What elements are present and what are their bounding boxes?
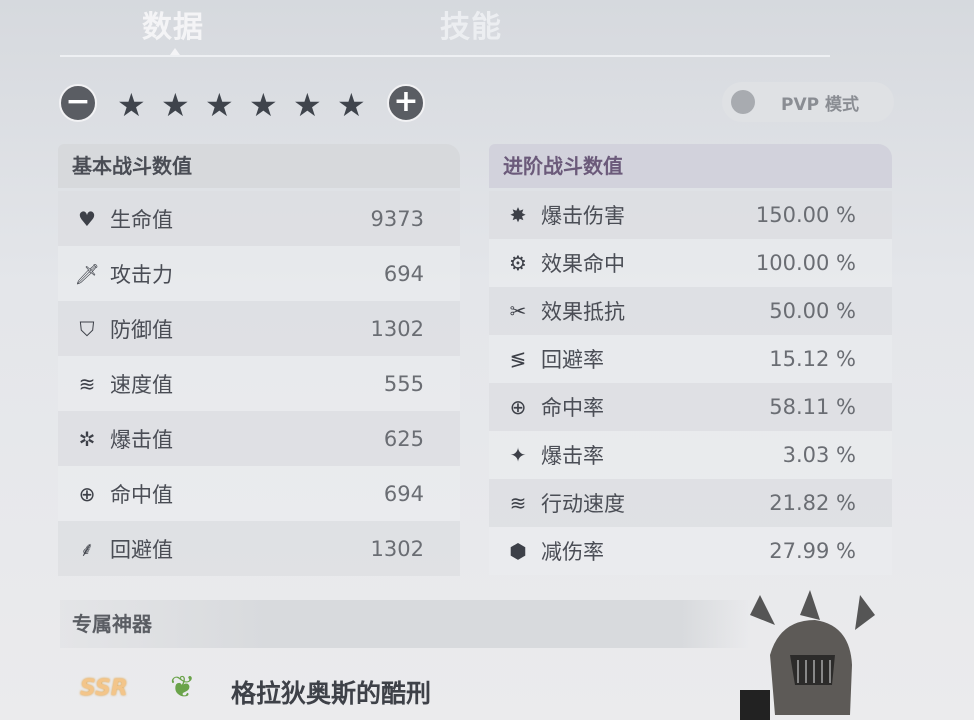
stat-label: 回避率 xyxy=(541,348,604,372)
damage-reduction-icon: ⬢ xyxy=(509,539,527,563)
star-icon[interactable]: ★ xyxy=(117,86,146,124)
stat-value: 21.82 % xyxy=(769,491,856,515)
stat-value: 1302 xyxy=(370,316,424,341)
stat-label: 速度值 xyxy=(110,372,173,397)
speed-icon: ≋ xyxy=(78,371,96,396)
stat-row: 🗡 攻击力 694 xyxy=(58,246,460,301)
stat-label: 效果抵抗 xyxy=(541,300,625,324)
star-icon[interactable]: ★ xyxy=(249,86,278,124)
stat-label: 命中率 xyxy=(541,396,604,420)
sword-icon: 🗡 xyxy=(74,261,100,286)
stat-row: ✸ 爆击伤害 150.00 % xyxy=(489,191,892,239)
stat-row: ⊕ 命中率 58.11 % xyxy=(489,383,892,431)
artifact-section-title: 专属神器 xyxy=(60,600,750,648)
speed-icon: ≋ xyxy=(509,491,527,515)
stat-value: 555 xyxy=(383,371,424,396)
stat-value: 150.00 % xyxy=(755,203,856,227)
tab-skills[interactable]: 技能 xyxy=(440,10,502,45)
stat-row: ≋ 速度值 555 xyxy=(58,356,460,411)
stat-value: 694 xyxy=(383,261,424,286)
tab-data[interactable]: 数据 xyxy=(142,10,204,45)
gear-icon: ⚙ xyxy=(509,251,527,275)
stat-row: ⚙ 效果命中 100.00 % xyxy=(489,239,892,287)
leaf-element-icon: ❦ xyxy=(170,670,196,705)
stat-label: 防御值 xyxy=(110,317,173,342)
star-icon[interactable]: ★ xyxy=(205,86,234,124)
stat-row: ⸙ 回避值 1302 xyxy=(58,521,460,576)
crit-damage-icon: ✸ xyxy=(509,203,527,227)
basic-stats-header: 基本战斗数值 xyxy=(58,144,460,188)
stat-row: ⛉ 防御值 1302 xyxy=(58,301,460,356)
crit-icon: ✲ xyxy=(78,426,96,451)
crosshair-icon: ⊕ xyxy=(78,481,96,506)
stat-row: ⊕ 命中值 694 xyxy=(58,466,460,521)
stat-row: ✲ 爆击值 625 xyxy=(58,411,460,466)
stat-value: 9373 xyxy=(370,206,424,231)
stat-label: 爆击率 xyxy=(541,444,604,468)
stat-row: ⬢ 减伤率 27.99 % xyxy=(489,527,892,575)
resist-icon: ✂ xyxy=(509,299,527,323)
stat-label: 效果命中 xyxy=(541,252,625,276)
toggle-knob xyxy=(731,90,755,114)
stat-value: 50.00 % xyxy=(769,299,856,323)
stat-value: 1302 xyxy=(370,536,424,561)
star-icon[interactable]: ★ xyxy=(337,86,366,124)
stat-label: 回避值 xyxy=(110,537,173,562)
stat-value: 694 xyxy=(383,481,424,506)
stat-value: 625 xyxy=(383,426,424,451)
stat-value: 27.99 % xyxy=(769,539,856,563)
stat-label: 减伤率 xyxy=(541,540,604,564)
artifact-helmet-image xyxy=(740,590,875,720)
stat-label: 生命值 xyxy=(110,207,173,232)
tab-divider xyxy=(60,55,830,57)
star-icon[interactable]: ★ xyxy=(161,86,190,124)
star-icon[interactable]: ★ xyxy=(293,86,322,124)
stat-value: 58.11 % xyxy=(769,395,856,419)
stat-value: 3.03 % xyxy=(782,443,856,467)
tab-active-indicator xyxy=(170,48,180,55)
minus-button[interactable]: − xyxy=(59,84,97,122)
stat-value: 100.00 % xyxy=(755,251,856,275)
heart-icon: ♥ xyxy=(78,206,96,231)
stat-label: 攻击力 xyxy=(110,262,173,287)
evade-icon: ≶ xyxy=(509,347,527,371)
artifact-name[interactable]: 格拉狄奥斯的酷刑 xyxy=(231,679,432,708)
stat-label: 爆击伤害 xyxy=(541,204,625,228)
shield-icon: ⛉ xyxy=(79,316,95,341)
advanced-stats-header: 进阶战斗数值 xyxy=(489,144,892,188)
stat-row: ≶ 回避率 15.12 % xyxy=(489,335,892,383)
stat-row: ✂ 效果抵抗 50.00 % xyxy=(489,287,892,335)
stat-row: ≋ 行动速度 21.82 % xyxy=(489,479,892,527)
stat-label: 命中值 xyxy=(110,482,173,507)
stat-label: 行动速度 xyxy=(541,492,625,516)
stat-row: ♥ 生命值 9373 xyxy=(58,191,460,246)
pvp-mode-toggle[interactable]: PVP 模式 xyxy=(722,82,894,122)
stat-row: ✦ 爆击率 3.03 % xyxy=(489,431,892,479)
stat-label: 爆击值 xyxy=(110,427,173,452)
rarity-badge: SSR xyxy=(80,676,128,701)
feather-icon: ⸙ xyxy=(79,537,95,561)
sparkle-icon: ✦ xyxy=(509,443,527,467)
plus-button[interactable]: + xyxy=(387,84,425,122)
pvp-label: PVP 模式 xyxy=(781,94,859,115)
stat-value: 15.12 % xyxy=(769,347,856,371)
crosshair-icon: ⊕ xyxy=(509,395,527,419)
